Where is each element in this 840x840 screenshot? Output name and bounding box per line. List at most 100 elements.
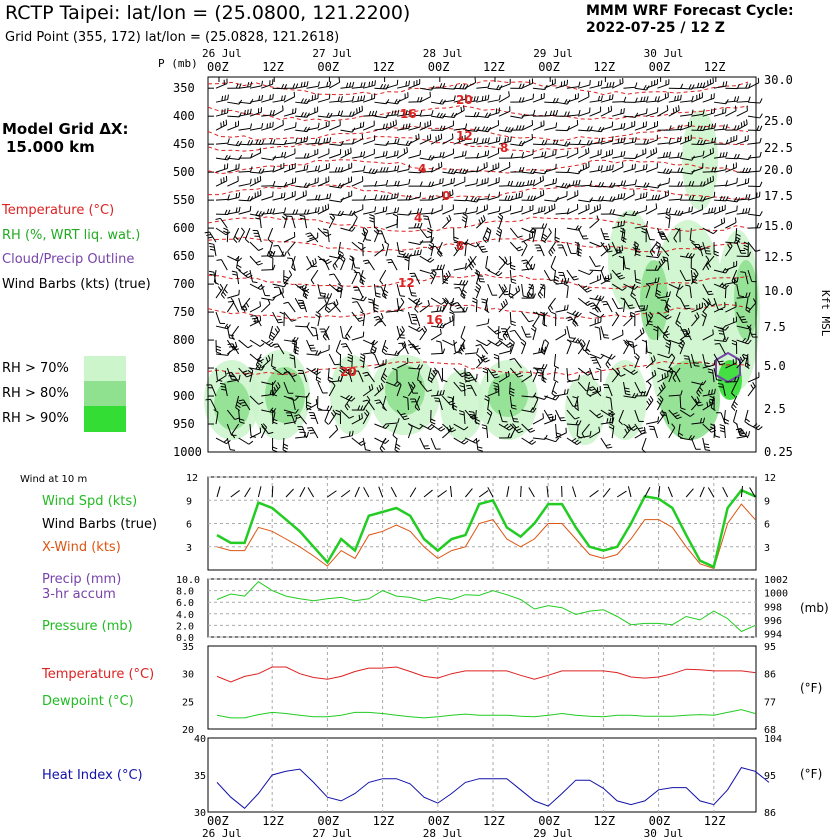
wind-barb (532, 92, 545, 103)
wind-barb-feather (510, 153, 514, 159)
wind-barb (532, 346, 547, 355)
wind-barb-feather (219, 382, 226, 385)
wind-barb-staff (487, 283, 493, 296)
wind-barb (498, 126, 514, 133)
wind-barb-feather (459, 385, 465, 388)
wind-barb-feather (643, 139, 647, 145)
wind-barb-staff (645, 374, 657, 383)
wind-barb (379, 437, 387, 453)
wind-barb (215, 175, 228, 187)
wind-barb-staff (634, 409, 640, 422)
wind-barb-staff (351, 170, 364, 173)
wind-barb (510, 97, 525, 103)
wind-barb-feather (634, 82, 638, 88)
wind-barb (215, 217, 228, 229)
wind-barb-staff (521, 227, 533, 234)
wind-barb (725, 105, 737, 117)
wind-barb-staff (736, 110, 748, 117)
wind-barb (668, 105, 680, 117)
wind-barb (306, 194, 321, 201)
wind-barb-feather (574, 416, 580, 420)
wind-barb-feather (306, 136, 308, 142)
wind-barb-feather (481, 138, 484, 144)
wind-barb (475, 354, 485, 369)
wind-barb-staff (227, 157, 240, 160)
wind-barb (634, 270, 641, 284)
wind-barb (725, 316, 737, 327)
wind-barb (600, 81, 615, 89)
wind-barb (247, 367, 254, 383)
wind-barb (574, 241, 580, 257)
wind-barb-staff (231, 423, 240, 435)
wind-barb-feather (460, 106, 463, 112)
wind-barb-feather (262, 423, 267, 428)
wind-barb (261, 339, 276, 348)
wind-barb-staff (509, 290, 520, 299)
wind-barb (550, 311, 557, 327)
wind-barb (657, 190, 669, 201)
wind-barb-feather (598, 181, 602, 187)
wind-barb-staff (464, 352, 478, 355)
wind-barb-staff (464, 211, 477, 215)
wind-barb-feather (470, 263, 475, 268)
wind-barb-staff (657, 311, 668, 320)
wind-barb-feather (691, 206, 693, 212)
wind-barb-feather (639, 429, 645, 432)
wind-barb-feather (295, 137, 298, 143)
precip-accum-label: 3-hr accum (42, 587, 116, 602)
wind-barb-staff (610, 398, 613, 411)
surface-wind-barb-staff (363, 487, 370, 498)
wind-barb (351, 331, 365, 341)
wind-barb-feather (403, 148, 406, 154)
wind-barb-staff (702, 423, 712, 433)
wind-barb (702, 191, 716, 201)
wind-barb-feather (294, 396, 299, 401)
wind-barb-feather (394, 193, 396, 199)
wind-barb-feather (345, 82, 349, 88)
wind-barb-staff (419, 171, 432, 173)
wind-barb (641, 227, 647, 243)
wind-barb-feather (360, 151, 363, 157)
wind-barb (731, 381, 738, 397)
wind-barb-staff (249, 180, 261, 187)
pressure-label: Pressure (mb) (42, 619, 133, 634)
wind-barb (283, 148, 296, 159)
wind-barb-feather (703, 302, 707, 308)
wind-barb-feather (317, 206, 320, 212)
wind-barb-staff (408, 126, 421, 131)
wind-barb-staff (408, 114, 421, 117)
wind-barb-staff (396, 325, 401, 338)
wind-barb-feather (391, 193, 393, 199)
wind-barb-staff (680, 113, 693, 117)
wind-barb-staff (747, 328, 752, 341)
wind-barb (249, 94, 264, 103)
wind-barb-feather (363, 227, 369, 232)
wind-barb-staff (713, 222, 725, 229)
wind-barb-feather (385, 99, 390, 105)
wind-barb (306, 177, 319, 187)
wind-barb-feather (642, 327, 645, 333)
wind-barb-feather (379, 195, 383, 201)
wind-barb-feather (259, 427, 262, 433)
wind-barb (373, 315, 387, 327)
wind-barb-staff (487, 398, 490, 411)
wind-barb-feather (369, 213, 375, 217)
wind-barb-staff (295, 325, 308, 328)
wind-barb-feather (484, 398, 490, 402)
wind-barb-feather (578, 81, 581, 87)
wind-barb-staff (662, 231, 670, 243)
wind-barb-feather (443, 300, 448, 305)
wind-barb (555, 304, 569, 313)
wind-barb-feather (377, 320, 383, 324)
wind-barb-feather (589, 197, 593, 203)
wind-barb (351, 151, 366, 159)
wind-barb-staff (645, 208, 657, 215)
top-hour-label: 12Z (262, 60, 284, 74)
wind-barb-staff (322, 325, 330, 337)
wind-barb-staff (566, 379, 579, 383)
wind-barb-feather (422, 215, 429, 218)
wind-barb-feather (643, 182, 647, 188)
wind-barb-feather (708, 124, 711, 130)
wind-barb-staff (238, 199, 251, 202)
wind-barb-feather (368, 301, 374, 304)
